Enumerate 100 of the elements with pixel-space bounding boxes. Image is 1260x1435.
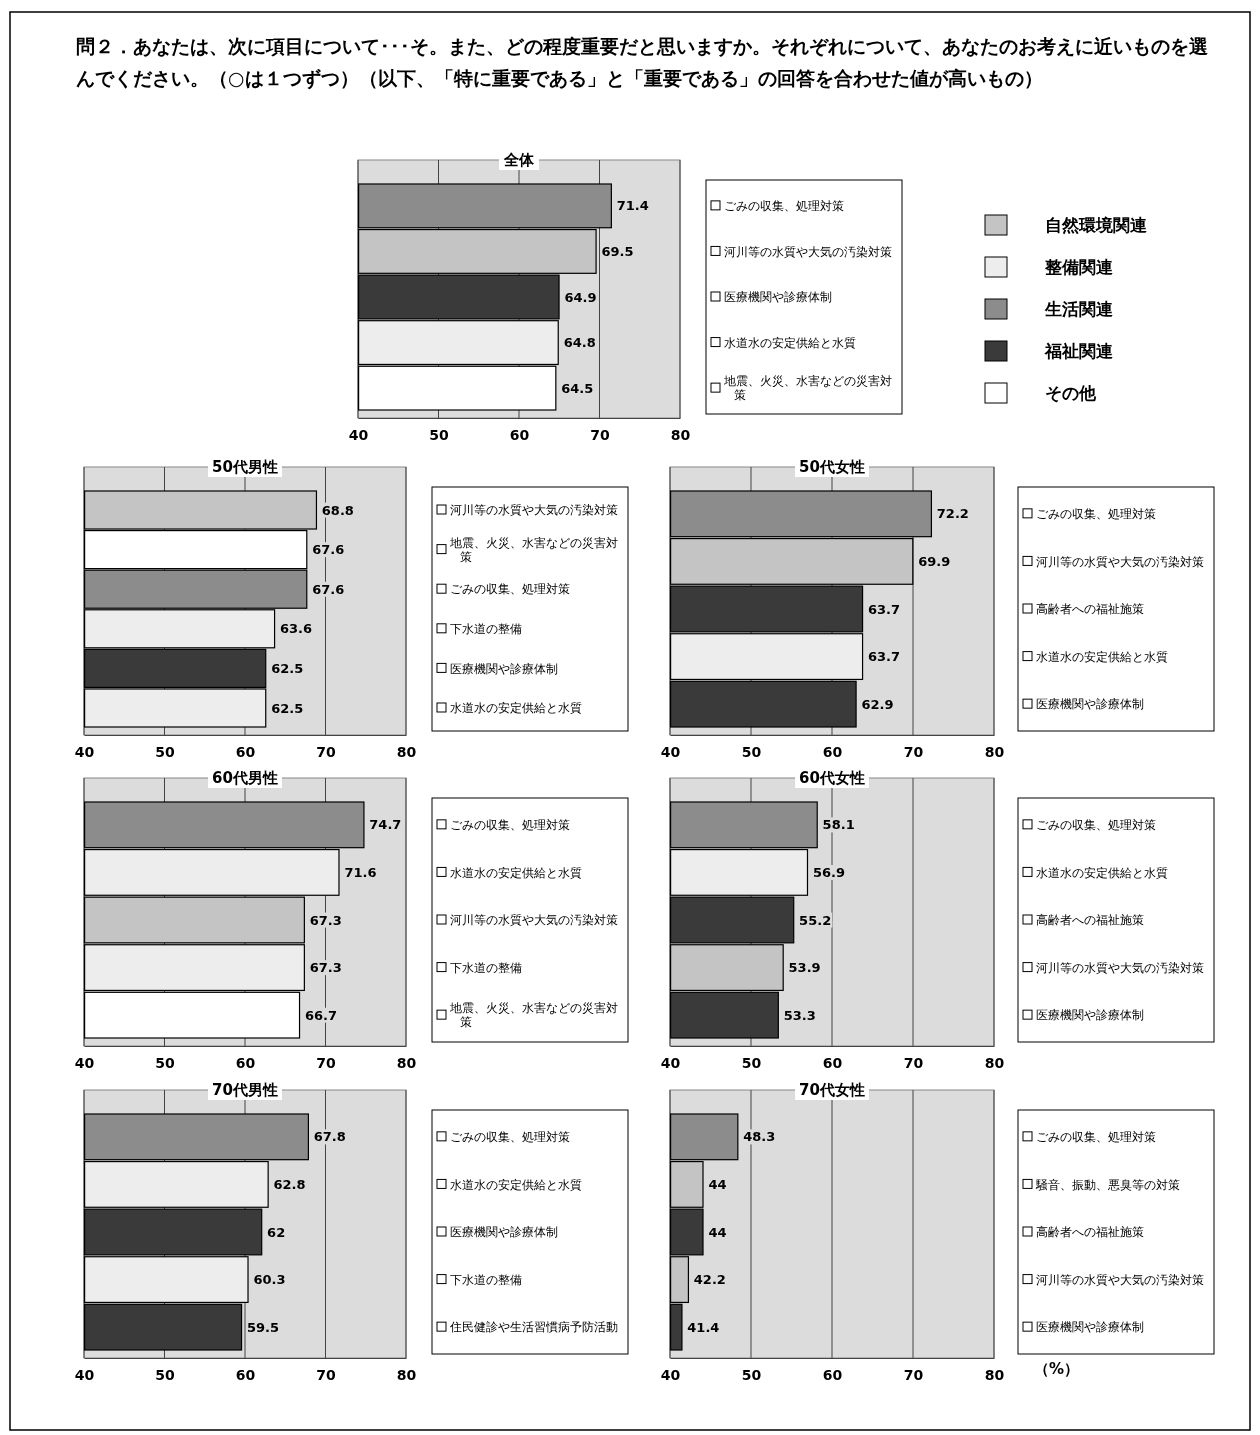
y-tick-label: 医療機関や診療体制: [724, 290, 832, 305]
y-tick-label: 医療機関や診療体制: [450, 1225, 558, 1240]
x-tick-label: 70: [903, 1054, 924, 1071]
y-tick-label: 騒音、振動、悪臭等の対策: [1035, 1177, 1180, 1192]
y-tick-label: ごみの収集、処理対策: [724, 199, 844, 214]
y-tick-label: 水道水の安定供給と水質: [450, 865, 582, 880]
text: 問２．あなたは、次に項目について･･･そ。また、どの程度重要だと思いますか。それぞれについて、あなたのお考えに近いものを選んでください。（○は１つずつ）（以下、「特に重要である」と「重要である」の回答を合わせた値が高いもの）: [76, 34, 1209, 91]
y-tick-label: ごみの収集、処理対策: [1036, 818, 1156, 833]
y-tick-label: 河川等の水質や大気の汚染対策: [1036, 554, 1204, 569]
y-tick-label: 地震、火災、水害などの災害対策: [723, 374, 892, 403]
chart-title: 60代女性: [799, 769, 865, 787]
data-label: 67.3: [309, 912, 342, 928]
x-tick-label: 60: [235, 1054, 256, 1071]
y-tick-label: 地震、火災、水害などの災害対策: [449, 535, 618, 564]
x-tick-label: 60: [509, 426, 530, 443]
data-label: 68.8: [321, 502, 354, 518]
x-tick-label: 50: [155, 743, 175, 760]
data-label: 58.1: [822, 817, 855, 833]
x-tick-label: 70: [903, 1366, 924, 1383]
data-label: 41.4: [687, 1319, 720, 1335]
data-label: 53.9: [788, 960, 821, 976]
legend-label: 福祉関連: [1044, 340, 1113, 361]
data-label: 67.6: [312, 581, 345, 597]
data-label: 67.8: [313, 1129, 346, 1145]
x-tick-label: 80: [396, 1366, 417, 1383]
x-tick-label: 40: [74, 1366, 95, 1383]
x-tick-label: 50: [155, 1054, 175, 1071]
y-tick-label: 水道水の安定供給と水質: [1036, 649, 1168, 664]
data-label: 44: [708, 1176, 727, 1192]
y-tick-label: ごみの収集、処理対策: [1036, 1130, 1156, 1145]
data-label: 62: [267, 1224, 286, 1240]
y-tick-label: 水道水の安定供給と水質: [724, 335, 856, 350]
y-tick-label: 河川等の水質や大気の汚染対策: [1036, 960, 1204, 975]
y-tick-label: 住民健診や生活習慣病予防活動: [449, 1320, 618, 1335]
x-tick-label: 50: [741, 1366, 762, 1383]
legend-label: 整備関連: [1044, 256, 1113, 277]
y-tick-label: 医療機関や診療体制: [1036, 697, 1144, 712]
x-tick-label: 70: [903, 743, 924, 760]
y-tick-label: 河川等の水質や大気の汚染対策: [1036, 1272, 1204, 1287]
y-tick-label: ごみの収集、処理対策: [450, 1130, 570, 1145]
data-label: 42.2: [693, 1272, 726, 1288]
data-label: 67.3: [309, 960, 342, 976]
y-tick-label: 下水道の整備: [450, 622, 522, 636]
y-tick-label: ごみの収集、処理対策: [450, 582, 570, 597]
data-label: 66.7: [304, 1007, 338, 1023]
data-label: 60.3: [253, 1272, 286, 1288]
data-label: 62.8: [273, 1176, 306, 1192]
data-label: 69.5: [601, 243, 634, 259]
x-tick-label: 80: [984, 743, 1005, 760]
data-label: 55.2: [799, 912, 832, 928]
y-tick-label: 河川等の水質や大気の汚染対策: [450, 913, 618, 928]
y-tick-label: 水道水の安定供給と水質: [450, 701, 582, 716]
y-tick-label: 下水道の整備: [450, 1272, 522, 1287]
x-tick-label: 80: [396, 743, 417, 760]
x-tick-label: 50: [155, 1366, 175, 1383]
x-tick-label: 70: [316, 1366, 336, 1383]
data-label: 71.6: [344, 864, 377, 880]
x-tick-label: 50: [741, 743, 762, 760]
data-label: 64.8: [563, 335, 596, 351]
data-label: 64.9: [564, 289, 597, 305]
x-tick-label: 40: [660, 1366, 681, 1383]
text: （%）: [1034, 1360, 1080, 1379]
chart-title: 全体: [503, 151, 535, 169]
x-tick-label: 50: [429, 426, 449, 443]
y-tick-label: 医療機関や診療体制: [450, 661, 558, 676]
data-label: 56.9: [812, 864, 845, 880]
legend-label: 生活関連: [1044, 298, 1113, 319]
x-tick-label: 70: [590, 426, 610, 443]
chart-title: 60代男性: [212, 769, 278, 787]
legend-label: 自然環境関連: [1045, 214, 1147, 235]
legend-label: その他: [1045, 382, 1097, 403]
chart-title: 50代男性: [212, 458, 278, 476]
x-tick-label: 80: [396, 1054, 417, 1071]
data-label: 62.5: [271, 700, 304, 716]
data-label: 69.9: [918, 553, 951, 569]
data-label: 62.5: [271, 660, 304, 676]
x-tick-label: 60: [235, 1366, 256, 1383]
data-label: 72.2: [936, 506, 969, 522]
x-tick-label: 60: [822, 743, 843, 760]
chart-title: 50代女性: [799, 458, 865, 476]
y-tick-label: 河川等の水質や大気の汚染対策: [450, 503, 618, 518]
data-label: 59.5: [246, 1319, 280, 1335]
x-tick-label: 80: [670, 426, 691, 443]
y-tick-label: 医療機関や診療体制: [1036, 1320, 1144, 1335]
x-tick-label: 60: [822, 1366, 843, 1383]
y-tick-label: 河川等の水質や大気の汚染対策: [724, 244, 892, 259]
x-tick-label: 80: [984, 1366, 1005, 1383]
x-tick-label: 70: [316, 1054, 336, 1071]
y-tick-label: 水道水の安定供給と水質: [450, 1177, 582, 1192]
y-tick-label: 下水道の整備: [450, 960, 522, 975]
x-tick-label: 40: [660, 1054, 681, 1071]
data-label: 63.7: [867, 601, 901, 617]
data-label: 48.3: [743, 1129, 776, 1145]
data-label: 64.5: [561, 380, 594, 396]
x-tick-label: 80: [984, 1054, 1005, 1071]
y-tick-label: 地震、火災、水害などの災害対策: [449, 1001, 618, 1030]
y-tick-label: 高齢者への福祉施策: [1036, 913, 1144, 928]
data-label: 62.9: [861, 696, 894, 712]
x-tick-label: 70: [316, 743, 336, 760]
y-tick-label: 医療機関や診療体制: [1036, 1008, 1144, 1023]
